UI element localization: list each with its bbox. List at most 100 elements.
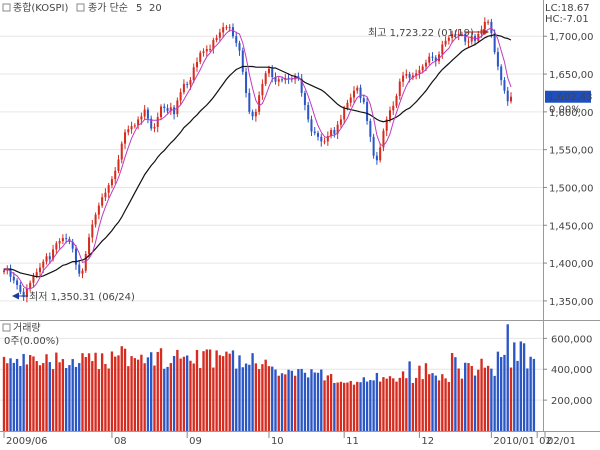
volume-bar xyxy=(405,378,408,431)
volume-bar xyxy=(516,360,519,431)
volume-bar xyxy=(388,376,392,431)
volume-bar xyxy=(15,358,19,431)
volume-bar xyxy=(78,363,81,431)
volume-bar xyxy=(293,375,297,431)
candle-body xyxy=(320,136,323,142)
hc-readout: HC:-7.01 xyxy=(545,14,589,25)
volume-bar xyxy=(25,364,29,431)
volume-bar xyxy=(437,380,441,431)
volume-bar xyxy=(473,375,477,431)
time-tick-label: 08 xyxy=(114,436,127,447)
volume-bar xyxy=(336,382,339,431)
volume-bar xyxy=(100,353,104,431)
volume-tick-label: 600,000 xyxy=(551,334,592,345)
volume-bar xyxy=(395,381,398,431)
price-panel[interactable] xyxy=(0,0,543,320)
time-tick-label: 2009/06 xyxy=(6,436,48,447)
candle-body xyxy=(408,74,411,78)
candle-body xyxy=(382,130,385,148)
volume-bar xyxy=(205,349,208,431)
candle-body xyxy=(258,95,261,112)
candle-body xyxy=(140,116,143,120)
ma-label[interactable]: 종가 단순 xyxy=(88,2,128,14)
volume-bar xyxy=(195,349,199,431)
low-annotation: 최저 1,350.31 (06/24) xyxy=(29,291,135,303)
candle-body xyxy=(222,27,225,33)
candle-body xyxy=(195,61,199,68)
candle-body xyxy=(300,78,303,93)
volume-bar xyxy=(241,367,244,431)
symbol-label[interactable]: 종합(KOSPI) xyxy=(13,2,69,14)
volume-bar xyxy=(280,373,284,431)
volume-bar xyxy=(185,355,189,431)
volume-bar xyxy=(225,351,228,431)
volume-bar xyxy=(45,354,48,431)
volume-bar xyxy=(189,360,192,431)
volume-bar xyxy=(277,375,280,431)
candle-body xyxy=(274,77,277,82)
candle-body xyxy=(65,238,68,240)
candle-body xyxy=(352,90,356,98)
volume-bar xyxy=(454,357,457,431)
candle-body xyxy=(418,70,421,74)
candle-body xyxy=(212,40,215,50)
candle-body xyxy=(336,124,339,134)
candle-body xyxy=(343,108,346,120)
candle-body xyxy=(88,237,91,254)
volume-bar xyxy=(176,349,179,431)
volume-bar xyxy=(408,361,411,431)
volume-bar xyxy=(202,351,205,431)
volume-bar xyxy=(117,355,120,431)
volume-bar xyxy=(375,372,379,431)
candle-body xyxy=(117,159,120,171)
candle-body xyxy=(424,62,427,67)
candle-body xyxy=(110,179,113,186)
volume-bar xyxy=(244,363,248,431)
volume-bar xyxy=(522,343,526,431)
candle-body xyxy=(428,56,431,63)
volume-bar xyxy=(231,350,235,431)
volume-bar xyxy=(477,369,480,431)
candle-body xyxy=(241,50,244,72)
header-checkbox-icon[interactable] xyxy=(2,3,11,12)
volume-checkbox-icon[interactable] xyxy=(2,323,11,332)
candle-body xyxy=(509,96,513,102)
volume-bar xyxy=(509,367,513,431)
volume-bar xyxy=(428,374,431,431)
volume-bar xyxy=(61,359,65,431)
volume-bar xyxy=(81,353,84,431)
candle-body xyxy=(202,51,205,53)
ma-checkbox-icon[interactable] xyxy=(76,3,85,12)
candle-body xyxy=(94,214,97,225)
volume-bar xyxy=(146,357,150,431)
candle-body xyxy=(156,117,159,127)
candle-body xyxy=(375,155,378,161)
volume-bar xyxy=(153,365,156,431)
volume-bar xyxy=(490,368,493,431)
volume-bars-layer xyxy=(2,324,536,431)
price-tick-label: 1,550,00 xyxy=(549,146,594,157)
candle-body xyxy=(251,111,254,117)
volume-title[interactable]: 거래량 xyxy=(13,322,41,334)
candle-body xyxy=(22,291,25,298)
time-tick-label: 10 xyxy=(271,436,284,447)
volume-bar xyxy=(271,366,274,431)
volume-bar xyxy=(365,381,369,431)
candle-body xyxy=(166,108,169,112)
volume-bar xyxy=(382,377,385,431)
price-tick-label: 1,350,00 xyxy=(549,297,594,308)
candle-body xyxy=(395,95,398,106)
candle-body xyxy=(71,241,74,249)
volume-bar xyxy=(411,382,415,431)
volume-bar xyxy=(503,354,506,431)
candle-body xyxy=(225,27,228,29)
candle-body xyxy=(186,83,189,85)
candle-body xyxy=(159,106,163,118)
volume-bar xyxy=(104,363,107,431)
candle-body xyxy=(441,44,444,55)
candle-body xyxy=(493,33,496,53)
candle-body xyxy=(32,275,35,283)
candle-body xyxy=(457,33,460,36)
volume-bar xyxy=(316,372,320,431)
volume-bar xyxy=(19,365,22,431)
